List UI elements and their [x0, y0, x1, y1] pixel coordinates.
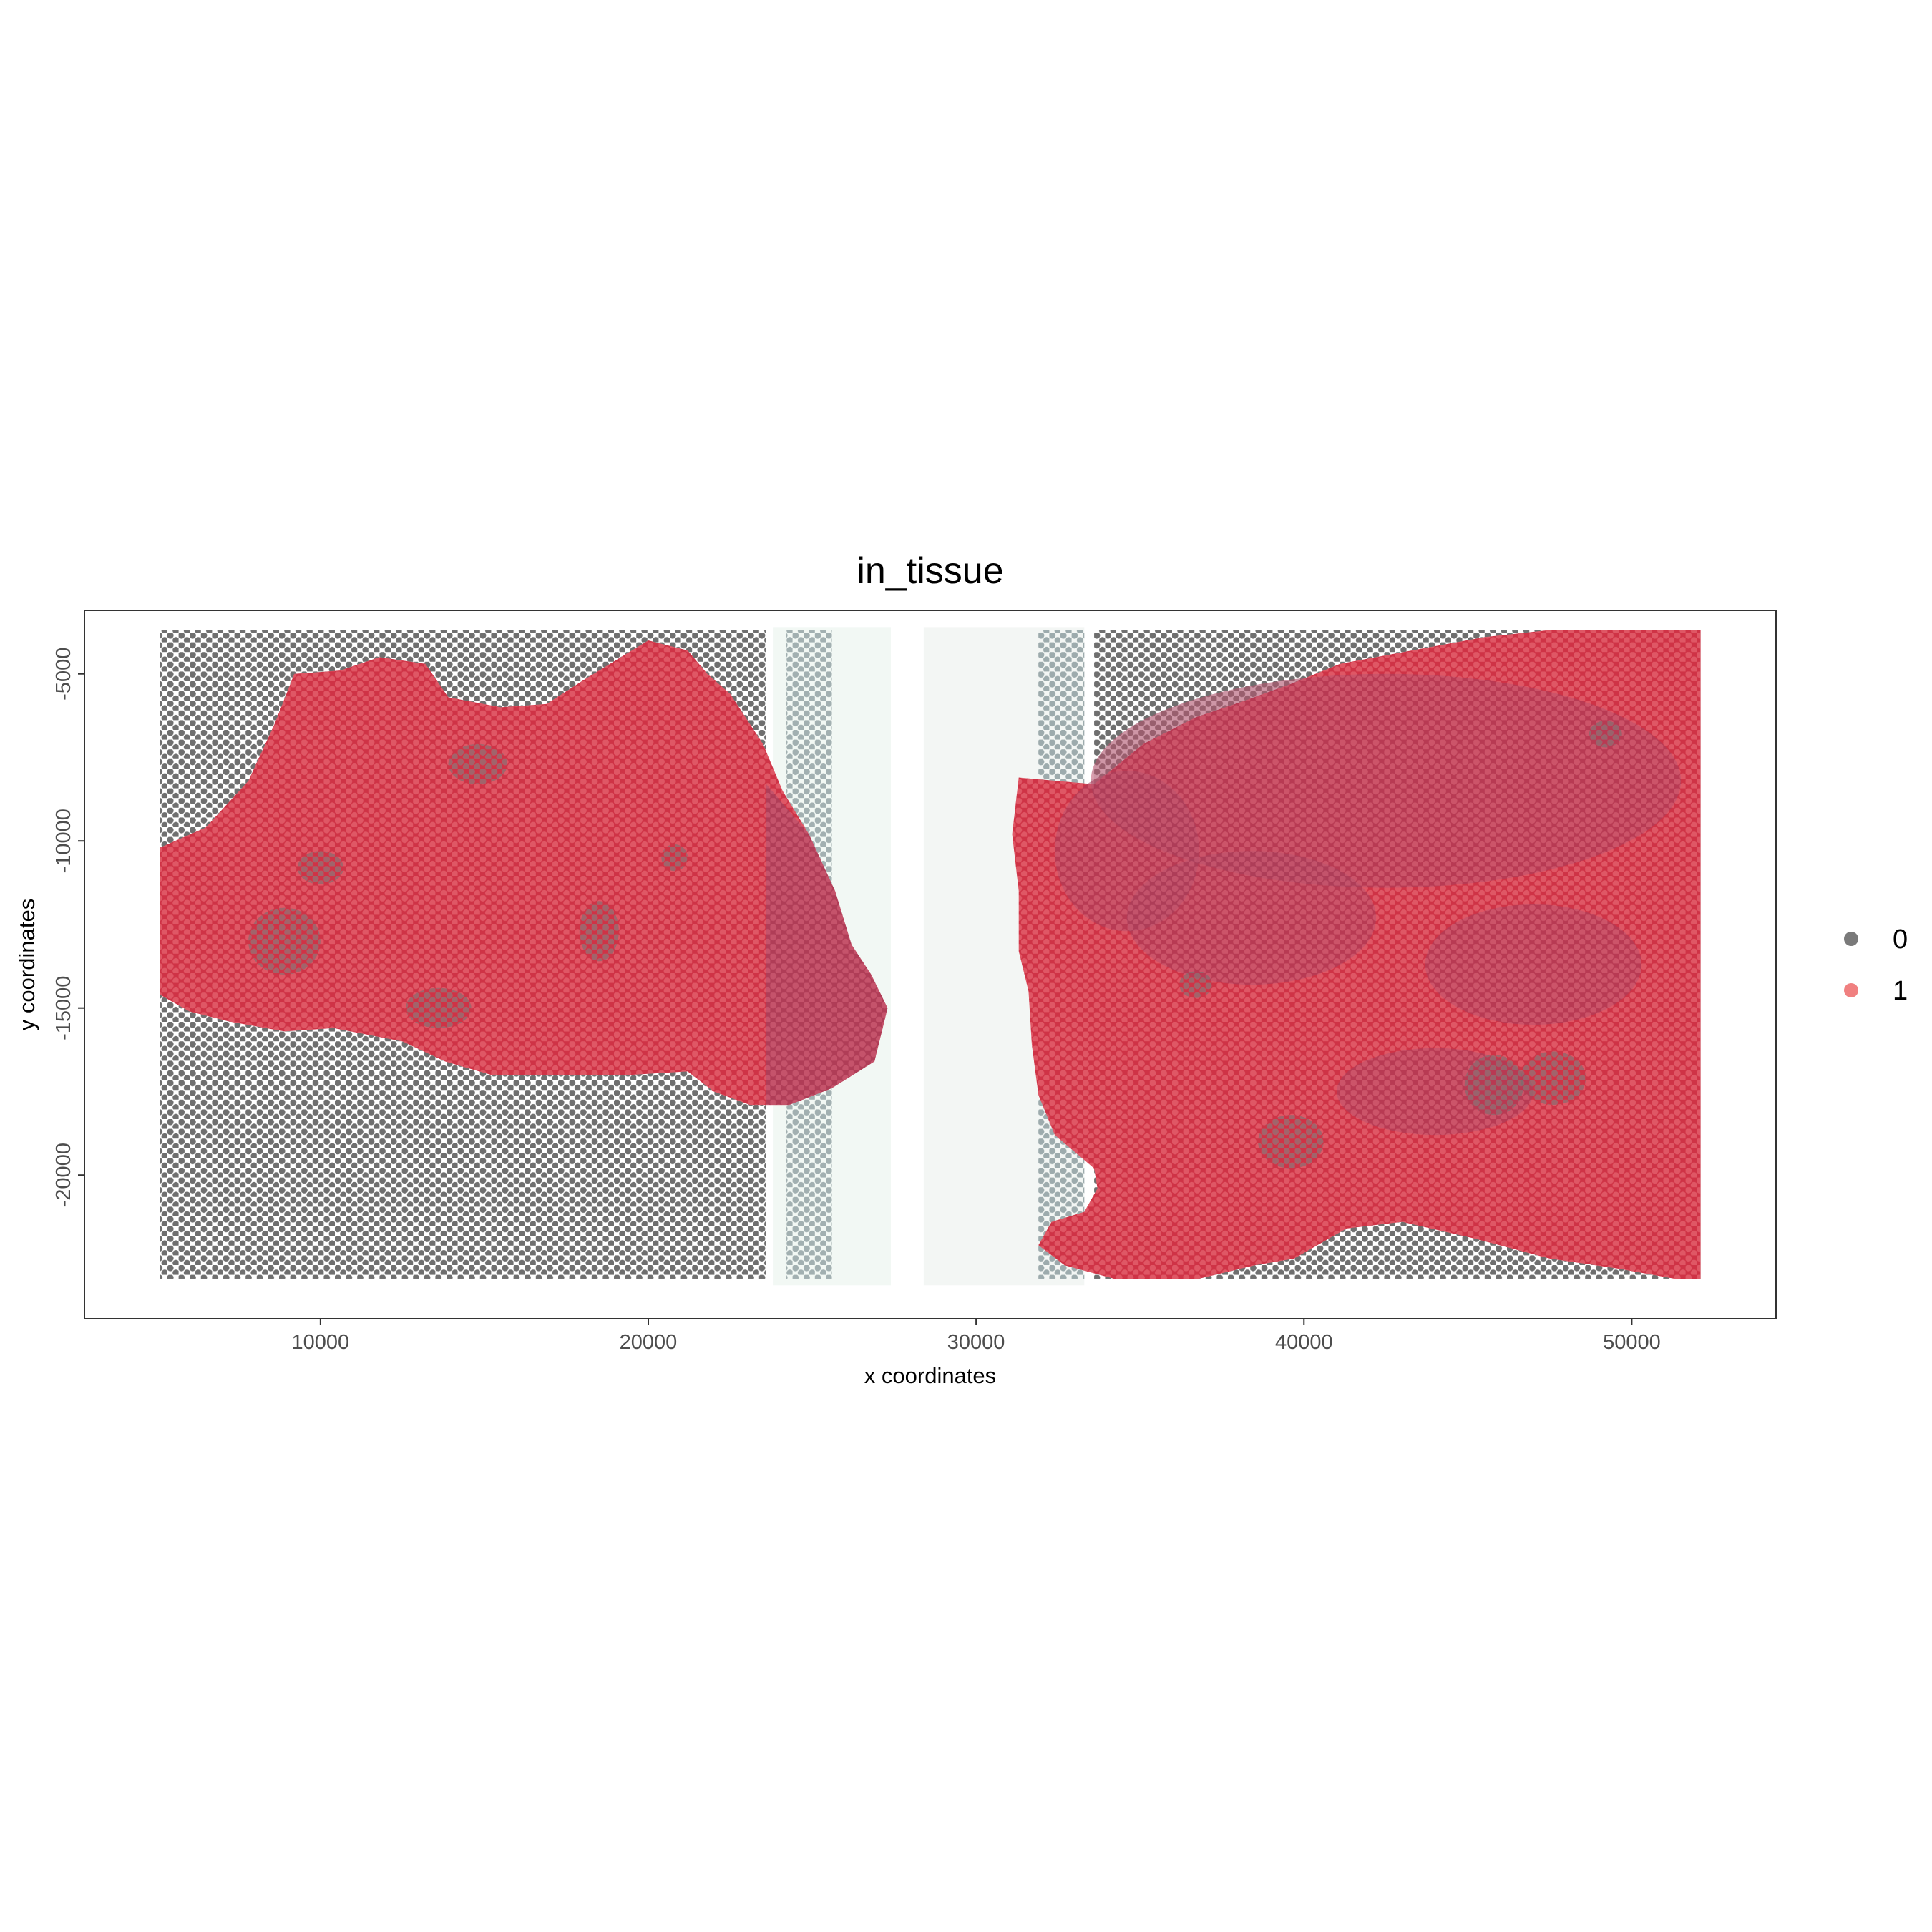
tissue-hole-left-4 — [405, 987, 472, 1028]
tissue-hole-left-5 — [661, 844, 688, 872]
legend-key-1 — [1844, 983, 1858, 997]
tissue-edge-left-dark — [766, 784, 888, 1106]
x-tick-label-0: 10000 — [292, 1331, 350, 1354]
x-axis-title: x coordinates — [864, 1363, 996, 1388]
tissue-hole-right-4 — [1589, 721, 1622, 748]
x-tick-label-3: 40000 — [1275, 1331, 1333, 1354]
x-tick-label-4: 50000 — [1603, 1331, 1661, 1354]
y-tick-label-0: -5000 — [52, 648, 75, 701]
tissue-image-layer — [160, 627, 1701, 1286]
tissue-hole-left-3 — [579, 901, 619, 962]
y-tick-label-1: -10000 — [52, 809, 75, 873]
legend-label-1: 1 — [1893, 976, 1908, 1006]
y-tick-label-3: -20000 — [52, 1143, 75, 1207]
x-axis: 10000 20000 30000 40000 50000 — [292, 1319, 1661, 1354]
tissue-hole-left-1 — [297, 851, 343, 884]
tissue-hole-right-0 — [1464, 1055, 1524, 1116]
legend-key-0 — [1844, 932, 1858, 946]
x-tick-label-1: 20000 — [620, 1331, 678, 1354]
y-tick-label-2: -15000 — [52, 976, 75, 1040]
legend: 01 — [1844, 924, 1908, 1006]
chart-title: in_tissue — [857, 550, 1003, 592]
y-axis-title: y coordinates — [14, 899, 39, 1030]
tissue-hole-left-0 — [248, 907, 321, 975]
tissue-hole-right-1 — [1520, 1051, 1586, 1106]
tissue-hole-right-3 — [1179, 971, 1212, 998]
legend-label-0: 0 — [1893, 924, 1908, 955]
tissue-hole-right-2 — [1258, 1115, 1324, 1169]
tissue-hole-left-2 — [448, 743, 507, 784]
x-tick-label-2: 30000 — [947, 1331, 1005, 1354]
tissue-section-left — [160, 640, 888, 1106]
tissue-dark-region-right-3 — [1055, 771, 1199, 932]
tissue-dark-region-right-2 — [1425, 904, 1642, 1025]
tissue-dark-region-right-0 — [1091, 673, 1682, 888]
y-axis: -5000 -10000 -15000 -20000 — [52, 648, 84, 1207]
